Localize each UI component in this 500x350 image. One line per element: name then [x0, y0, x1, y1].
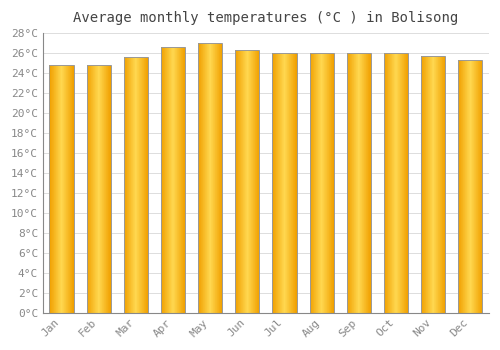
- Bar: [272, 53, 296, 313]
- Title: Average monthly temperatures (°C ) in Bolisong: Average monthly temperatures (°C ) in Bo…: [74, 11, 458, 25]
- Bar: [236, 50, 260, 313]
- Bar: [458, 60, 482, 313]
- Bar: [384, 53, 408, 313]
- Bar: [124, 57, 148, 313]
- Bar: [347, 53, 371, 313]
- Bar: [198, 43, 222, 313]
- Bar: [86, 65, 111, 313]
- Bar: [50, 65, 74, 313]
- Bar: [161, 47, 185, 313]
- Bar: [310, 53, 334, 313]
- Bar: [421, 56, 445, 313]
